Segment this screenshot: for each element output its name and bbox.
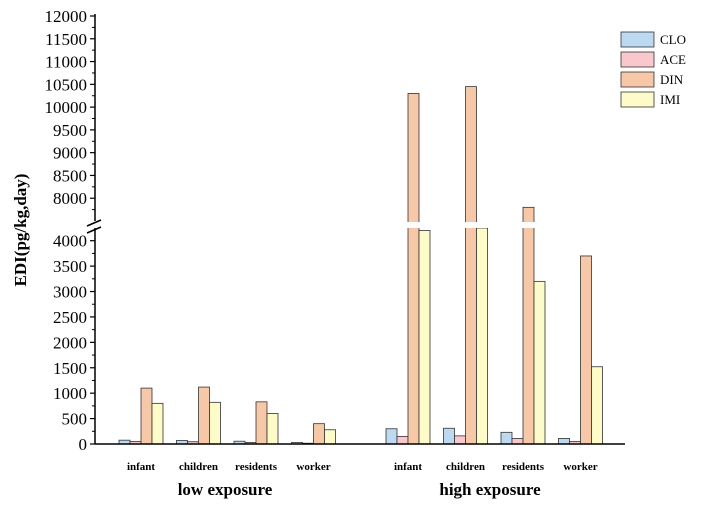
bar-high-exposure-worker-imi [591, 366, 603, 445]
y-axis-label: EDI(pg/kg,day) [11, 174, 30, 287]
y-tick-label-upper-2: 9000 [53, 144, 87, 163]
bar-high-exposure-worker-clo [558, 438, 570, 445]
y-tick-label-lower-5: 2500 [53, 308, 87, 327]
legend-label-ace: ACE [660, 52, 686, 67]
y-tick-label-upper-3: 9500 [53, 121, 87, 140]
legend-swatch-clo [620, 31, 655, 48]
y-tick-label-upper-6: 11000 [45, 53, 87, 72]
bar-high-exposure-infant-din [407, 93, 420, 445]
bar-high-exposure-worker-din [580, 255, 592, 445]
y-tick-label-upper-8: 12000 [45, 7, 88, 26]
y-tick-label-lower-2: 1000 [53, 384, 87, 403]
bar-high-exposure-residents-ace [511, 438, 524, 445]
group-label-high-exposure: high exposure [439, 480, 541, 499]
legend-swatch-imi [620, 91, 655, 108]
y-tick-label-upper-7: 11500 [45, 30, 87, 49]
y-tick-label-upper-1: 8500 [53, 166, 87, 185]
bar-low-exposure-residents-imi [266, 413, 279, 445]
axes-layer: 0 500 1000 1500 2000 2500 3000 3500 4000 8000 8500… [45, 7, 625, 499]
bar-low-exposure-residents-din [255, 401, 268, 445]
axis-break-gap [96, 222, 626, 228]
y-tick-label-lower-0: 0 [79, 435, 88, 454]
y-tick-label-lower-3: 1500 [53, 359, 87, 378]
bar-high-exposure-children-clo [443, 427, 455, 445]
legend-label-din: DIN [660, 72, 684, 87]
group-label-low-exposure: low exposure [178, 480, 273, 499]
bar-high-exposure-infant-imi [418, 230, 431, 445]
bar-high-exposure-infant-clo [385, 428, 398, 445]
axis-break-mark-lower [86, 226, 102, 234]
bar-high-exposure-residents-imi [533, 280, 546, 445]
bar-high-exposure-infant-ace [396, 435, 409, 445]
y-tick-label-upper-5: 10500 [45, 75, 88, 94]
y-tick-label-upper-0: 8000 [53, 189, 87, 208]
bar-low-exposure-worker-din [313, 423, 325, 445]
y-tick-label-upper-4: 10000 [45, 98, 88, 117]
legend-swatch-din [620, 71, 655, 88]
legend: CLO ACE DIN IMI [620, 31, 686, 108]
y-tick-label-lower-7: 3500 [53, 257, 87, 276]
bars-layer [96, 86, 626, 445]
legend-label-clo: CLO [660, 32, 686, 47]
bar-high-exposure-children-din [465, 86, 477, 445]
x-category-label-2: residents [235, 461, 278, 473]
legend-label-imi: IMI [660, 92, 680, 107]
x-category-label-0: infant [127, 461, 155, 473]
axis-break-mark-upper [86, 219, 102, 227]
x-category-label-6: residents [502, 461, 545, 473]
bar-low-exposure-worker-imi [324, 429, 336, 445]
bar-high-exposure-residents-clo [500, 431, 513, 445]
x-category-label-3: worker [296, 461, 330, 473]
bar-low-exposure-infant-imi [151, 402, 164, 445]
x-category-label-5: children [446, 461, 485, 473]
bar-low-exposure-children-imi [209, 401, 221, 445]
bar-low-exposure-infant-din [140, 387, 153, 445]
y-tick-label-lower-6: 3000 [53, 283, 87, 302]
bar-high-exposure-residents-din [522, 206, 535, 445]
bar-high-exposure-children-imi [476, 227, 488, 445]
bar-low-exposure-children-din [198, 386, 210, 445]
x-category-label-4: infant [394, 461, 422, 473]
legend-swatch-ace [620, 51, 655, 68]
y-tick-label-lower-8: 4000 [53, 232, 87, 251]
bar-high-exposure-children-ace [454, 435, 466, 445]
x-category-label-7: worker [563, 461, 597, 473]
y-tick-label-lower-4: 2000 [53, 333, 87, 352]
x-category-label-1: children [179, 461, 218, 473]
y-tick-label-lower-1: 500 [62, 410, 88, 429]
